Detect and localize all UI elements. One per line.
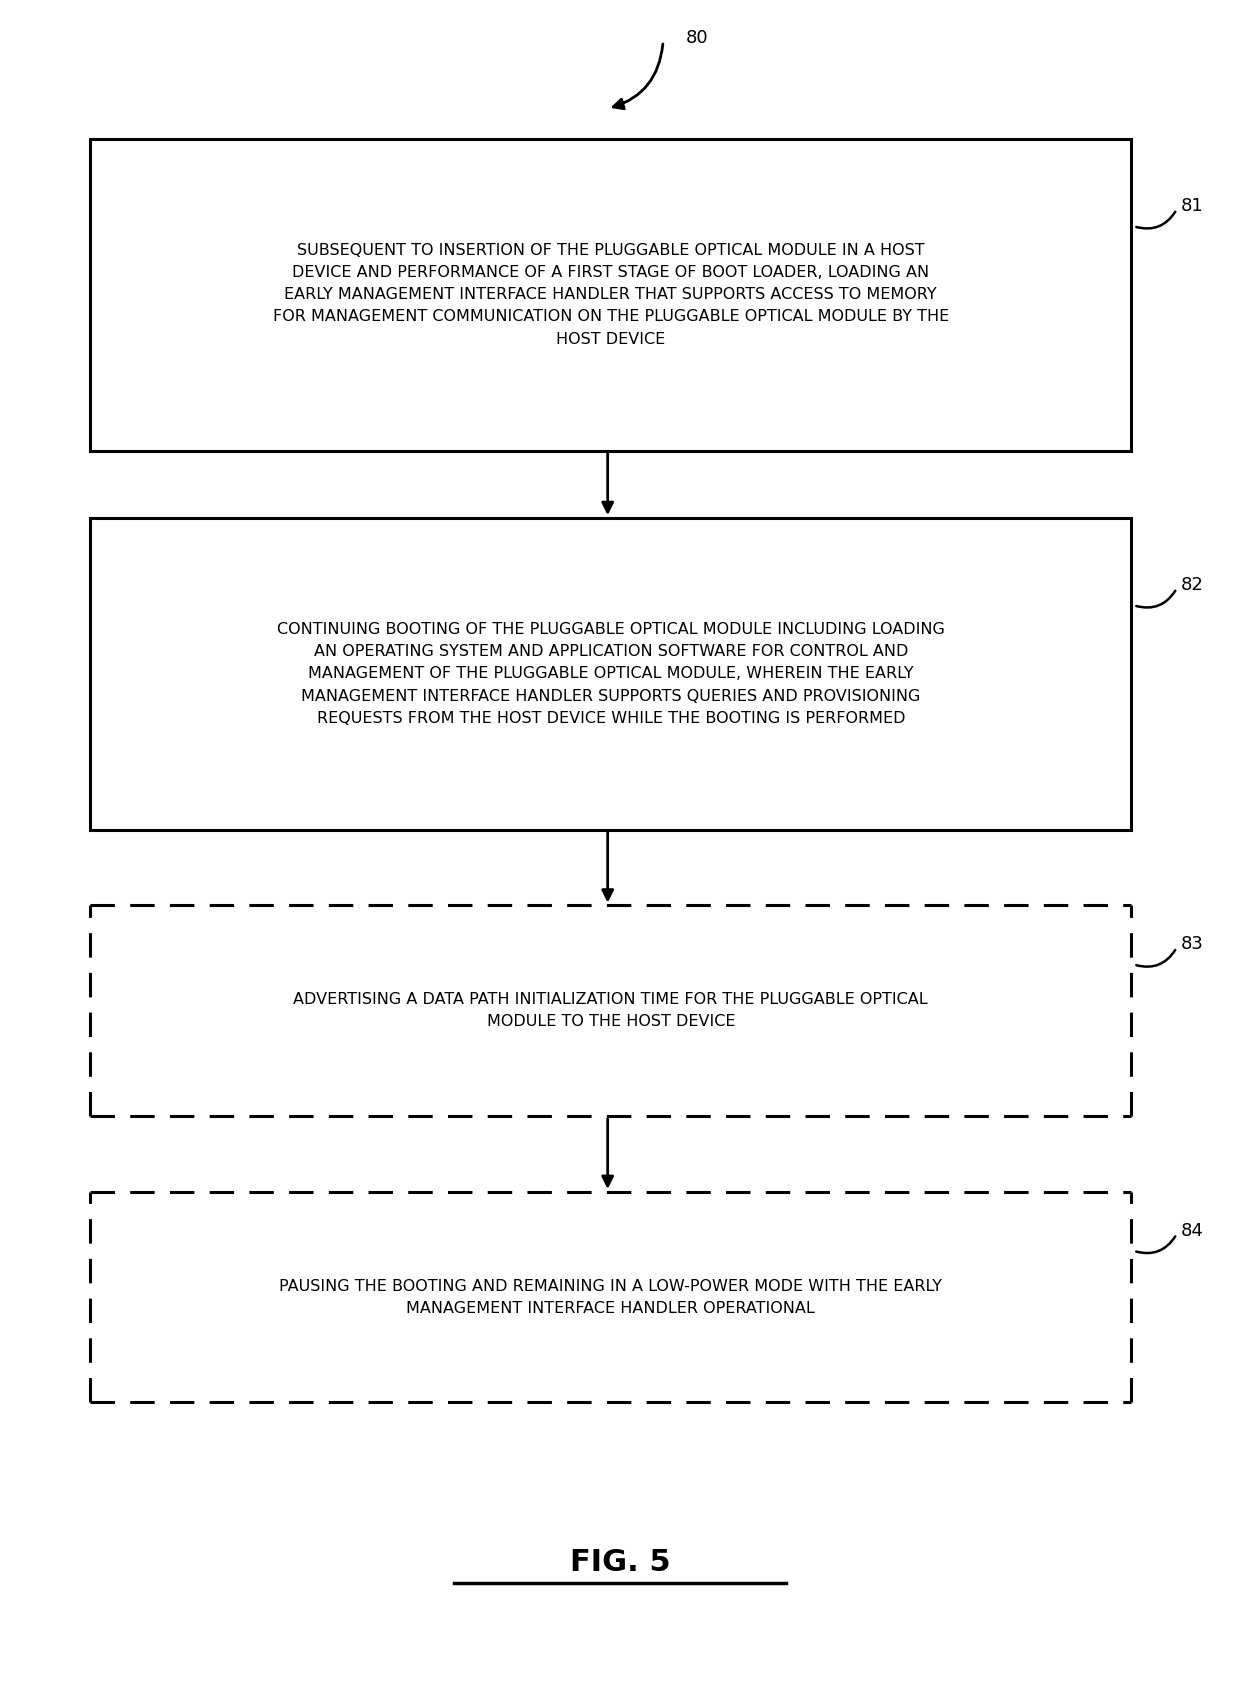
Bar <box>91 139 1131 450</box>
Text: 82: 82 <box>1180 576 1203 594</box>
Text: SUBSEQUENT TO INSERTION OF THE PLUGGABLE OPTICAL MODULE IN A HOST
DEVICE AND PER: SUBSEQUENT TO INSERTION OF THE PLUGGABLE… <box>273 242 949 347</box>
Text: 83: 83 <box>1180 935 1203 953</box>
Text: CONTINUING BOOTING OF THE PLUGGABLE OPTICAL MODULE INCLUDING LOADING
AN OPERATIN: CONTINUING BOOTING OF THE PLUGGABLE OPTI… <box>277 621 945 726</box>
Text: 80: 80 <box>686 29 708 47</box>
Text: FIG. 5: FIG. 5 <box>569 1547 671 1576</box>
Bar <box>91 518 1131 830</box>
Text: PAUSING THE BOOTING AND REMAINING IN A LOW-POWER MODE WITH THE EARLY
MANAGEMENT : PAUSING THE BOOTING AND REMAINING IN A L… <box>279 1278 942 1315</box>
Text: ADVERTISING A DATA PATH INITIALIZATION TIME FOR THE PLUGGABLE OPTICAL
MODULE TO : ADVERTISING A DATA PATH INITIALIZATION T… <box>294 992 928 1029</box>
Text: 84: 84 <box>1180 1222 1203 1239</box>
Text: 81: 81 <box>1180 196 1203 215</box>
